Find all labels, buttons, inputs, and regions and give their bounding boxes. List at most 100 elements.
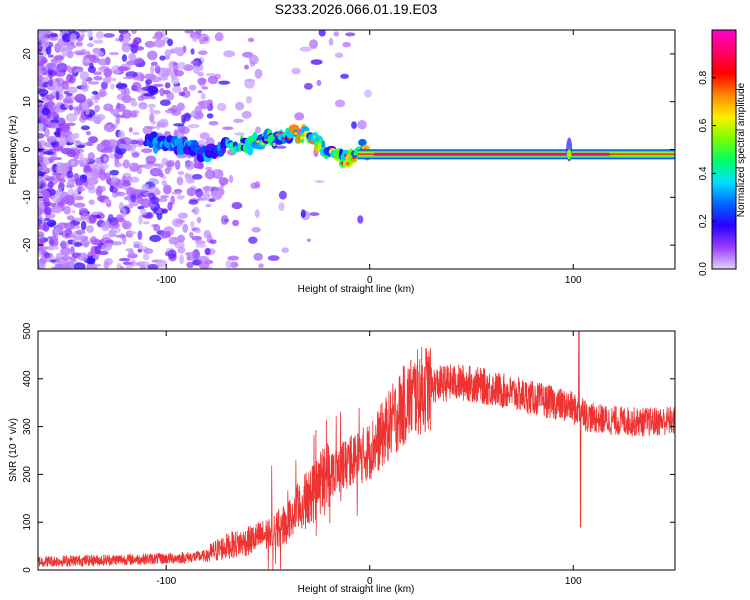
spectrogram-noise-cell	[167, 249, 177, 259]
spectrogram-noise-cell	[121, 163, 131, 167]
spectrogram-noise-cell	[195, 30, 202, 35]
spectrogram-noise-cell	[118, 33, 124, 43]
spectrogram-noise-cell	[197, 77, 207, 85]
spectrogram-noise-cell	[58, 43, 66, 53]
spectrogram-noise-cell	[281, 247, 290, 253]
spectrogram-noise-cell	[104, 257, 113, 266]
spectrogram-noise-cell	[114, 114, 127, 119]
spectrogram-noise-cell	[118, 258, 131, 262]
spectrogram-noise-cell	[87, 65, 97, 74]
spectrogram-noise-cell	[187, 123, 200, 129]
spectrogram-noise-cell	[38, 101, 43, 106]
snr-panel: -100 0 100 0 100 200 300 400 500 Height of stra…	[8, 322, 676, 595]
spectrogram-noise-cell	[43, 151, 54, 155]
spectrogram-noise-cell	[126, 137, 132, 145]
spectrogram-noise-cell	[152, 83, 164, 88]
spectrogram-noise-cell	[59, 124, 71, 133]
spectrogram-noise-cell	[225, 260, 232, 269]
spectrogram-signal	[143, 123, 374, 168]
spectrogram-noise-cell	[103, 33, 115, 38]
spectrogram-x-axis-label: Height of straight line (km)	[298, 284, 415, 295]
spectrogram-noise-cell	[130, 259, 136, 267]
spectrogram-noise-cell	[118, 202, 124, 212]
spectrogram-noise-cell	[108, 221, 120, 229]
snr-x-axis-label: Height of straight line (km)	[298, 584, 415, 595]
spectrogram-noise-cell	[139, 73, 145, 82]
spectrogram-noise-cell	[130, 100, 138, 107]
spectrogram-noise-cell	[150, 120, 157, 125]
snr-y-tick-label: 500	[22, 322, 33, 339]
snr-y-tick-label: 400	[22, 370, 33, 387]
spectrogram-noise-cell	[54, 70, 66, 77]
snr-y-axis-label: SNR (10 * v/v)	[8, 418, 19, 482]
spectrogram-noise-cell	[78, 207, 89, 214]
spectrogram-noise-cell	[73, 242, 83, 247]
spectrogram-noise-cell	[63, 205, 71, 215]
colorbar-label: Normalized spectral amplitude	[736, 82, 747, 217]
spectrogram-noise-cell	[93, 75, 103, 81]
spectrogram-noise-cell	[121, 220, 132, 230]
spectrogram-noise-cell	[74, 188, 79, 198]
spectrogram-noise-cell	[248, 54, 259, 65]
spectrogram-noise-cell	[87, 152, 95, 162]
spectrogram-noise-cell	[152, 110, 161, 115]
spectrogram-noise-cell	[159, 87, 165, 97]
spectrogram-noise-cell	[158, 76, 168, 81]
figure-title: S233.2026.066.01.19.E03	[275, 1, 438, 17]
spectrogram-noise-cell	[38, 30, 44, 39]
spectrogram-noise-cell	[254, 68, 263, 79]
spectrogram-noise-cell	[83, 242, 89, 248]
spectrogram-noise-cell	[167, 38, 174, 47]
spectrogram-noise-cell	[172, 62, 179, 66]
spectrogram-x-ticks: -100 0 100	[156, 30, 582, 286]
spectrogram-noise-cell	[108, 52, 120, 56]
spectrogram-noise-cell	[115, 191, 126, 197]
spectrogram-noise-cell	[364, 89, 372, 98]
snr-frame	[37, 330, 676, 571]
spectrogram-noise-cell	[229, 261, 239, 268]
spectrogram-noise-cell	[125, 248, 134, 252]
snr-y-ticks: 0 100 200 300 400 500	[22, 322, 675, 573]
spectrogram-noise-cell	[123, 76, 135, 80]
spectrogram-noise-cell	[101, 243, 112, 252]
spectrogram-noise-cell	[49, 238, 55, 247]
spectrogram-noise-cell	[57, 178, 66, 184]
spectrogram-noise-cell	[45, 167, 51, 174]
spectrogram-noise-cell	[205, 204, 212, 208]
spectrogram-noise-cell	[345, 32, 356, 37]
spectrogram-noise-cell	[258, 263, 264, 269]
spectrogram-noise-cell	[105, 176, 112, 185]
spectrogram-noise-cell	[308, 212, 320, 216]
spectrogram-noise-cell	[254, 181, 261, 189]
spectrogram-noise-cell	[207, 75, 219, 85]
spectrogram-noise-cell	[75, 178, 84, 186]
spectrogram-noise-cell	[66, 96, 77, 101]
spectrogram-noise-cell	[176, 176, 184, 186]
spectrogram-noise-cell	[38, 213, 42, 221]
spectrogram-noise-cell	[130, 110, 137, 118]
spectrogram-noise-cell	[150, 64, 155, 74]
spectrogram-noise-cell	[147, 103, 156, 108]
spectrogram-noise-cell	[102, 77, 110, 83]
spectrogram-noise-cell	[48, 79, 54, 87]
spectrogram-noise-cell	[300, 209, 306, 218]
spectrogram-y-tick-label: -10	[22, 190, 33, 205]
spectrogram-noise-cell	[328, 38, 334, 46]
spectrogram-noise-cell	[95, 31, 104, 39]
spectrogram-noise-cell	[170, 105, 179, 110]
spectrogram-noise-cell	[94, 50, 105, 57]
spectrogram-noise-cell	[291, 67, 301, 75]
spectrogram-noise-cell	[188, 84, 197, 91]
spectrogram-noise-cell	[150, 61, 158, 66]
spectrogram-noise-cell	[233, 132, 246, 136]
colorbar-gradient	[711, 29, 737, 270]
spectrogram-noise-cell	[60, 136, 68, 145]
snr-y-tick-label: 0	[22, 567, 33, 573]
spectrogram-noise-cell	[253, 252, 263, 261]
spectrogram-noise-cell	[137, 230, 143, 241]
spectrogram-noise-cell	[115, 38, 120, 42]
spectrogram-noise-cell	[66, 50, 74, 59]
spectrogram-noise-cell	[148, 177, 157, 182]
spectrogram-noise-cell	[85, 130, 92, 136]
spectrogram-noise-cell	[119, 265, 124, 269]
